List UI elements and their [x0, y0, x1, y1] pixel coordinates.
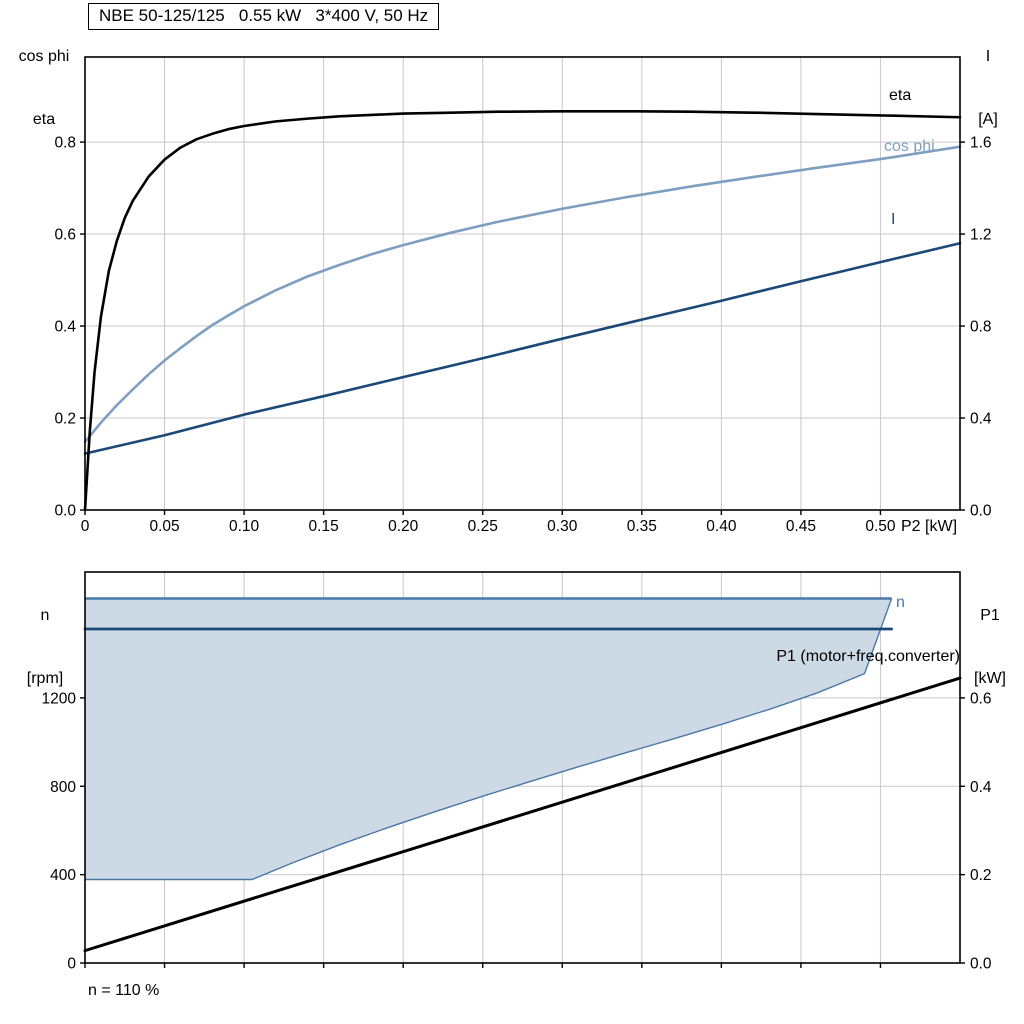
x-tick-label: 0.25: [468, 518, 498, 535]
curve-label-cos-phi: cos phi: [884, 138, 935, 155]
axis-label-rpm-unit: [rpm]: [26, 670, 64, 687]
speed-range-band: [85, 598, 892, 880]
series-i: [83, 241, 962, 455]
series-p1-motor-freq-converter-: [83, 676, 962, 953]
plot-frame: [84, 571, 961, 964]
bottom-right-axis-label: P1 [kW]: [962, 563, 1018, 731]
y-right-tick-label: 1.6: [970, 135, 992, 152]
y-right-tick-label: 0.0: [970, 956, 992, 973]
axis-label-n: n: [40, 607, 50, 624]
x-tick-label: 0.05: [149, 518, 179, 535]
y-right-tick-label: 1.2: [970, 227, 992, 244]
y-left-tick-label: 0.0: [54, 503, 76, 520]
y-left-tick-label: 0.6: [54, 227, 76, 244]
curve-label-eta: eta: [889, 87, 912, 104]
axis-label-cos-phi: cos phi: [18, 48, 70, 65]
curve-label-n: n: [896, 594, 905, 611]
plot-frame: [84, 56, 961, 511]
curve-label-current: I: [891, 211, 896, 228]
x-tick-label: 0.40: [706, 518, 737, 535]
series-cos-phi: [83, 145, 962, 444]
y-right-tick-label: 0.4: [970, 411, 992, 428]
chart-title: NBE 50-125/125 0.55 kW 3*400 V, 50 Hz: [88, 3, 440, 30]
y-left-tick-label: 0: [67, 956, 76, 973]
x-tick-label: 0.30: [547, 518, 578, 535]
y-right-tick-label: 0.0: [970, 503, 992, 520]
y-right-tick-label: 0.8: [970, 319, 992, 336]
axis-label-current: I: [985, 48, 991, 65]
y-right-tick-label: 0.6: [970, 690, 992, 707]
axis-label-kw-unit: [kW]: [974, 670, 1006, 687]
speed-setting-note: n = 110 %: [88, 982, 160, 999]
x-tick-label: 0.35: [627, 518, 657, 535]
curve-label-p1: P1 (motor+freq.converter): [776, 648, 960, 665]
x-tick-label: 0.15: [309, 518, 339, 535]
axis-label-ampere-unit: [A]: [978, 111, 998, 128]
y-left-tick-label: 0.2: [54, 411, 76, 428]
x-tick-label: 0.50: [865, 518, 896, 535]
x-tick-label: 0.20: [388, 518, 419, 535]
y-left-tick-label: 0.8: [54, 135, 76, 152]
x-tick-label: 0: [81, 518, 90, 535]
band-lower-line: [85, 598, 893, 881]
y-right-tick-label: 0.2: [970, 867, 992, 884]
y-left-tick-label: 400: [50, 867, 76, 884]
y-left-tick-label: 1200: [42, 690, 77, 707]
axis-label-p1: P1: [980, 607, 1000, 624]
x-axis-label-p2: P2 [kW]: [901, 518, 958, 535]
y-left-tick-label: 0.4: [54, 319, 76, 336]
series-eta: [83, 109, 962, 512]
axis-label-eta: eta: [32, 111, 56, 128]
bottom-left-axis-label: n [rpm]: [8, 563, 82, 731]
top-right-axis-label: I [A]: [964, 4, 1012, 172]
x-tick-label: 0.45: [786, 518, 816, 535]
y-left-tick-label: 800: [50, 779, 76, 796]
top-left-axis-label: cos phi eta: [4, 4, 84, 172]
x-tick-label: 0.10: [229, 518, 260, 535]
y-right-tick-label: 0.4: [970, 779, 992, 796]
